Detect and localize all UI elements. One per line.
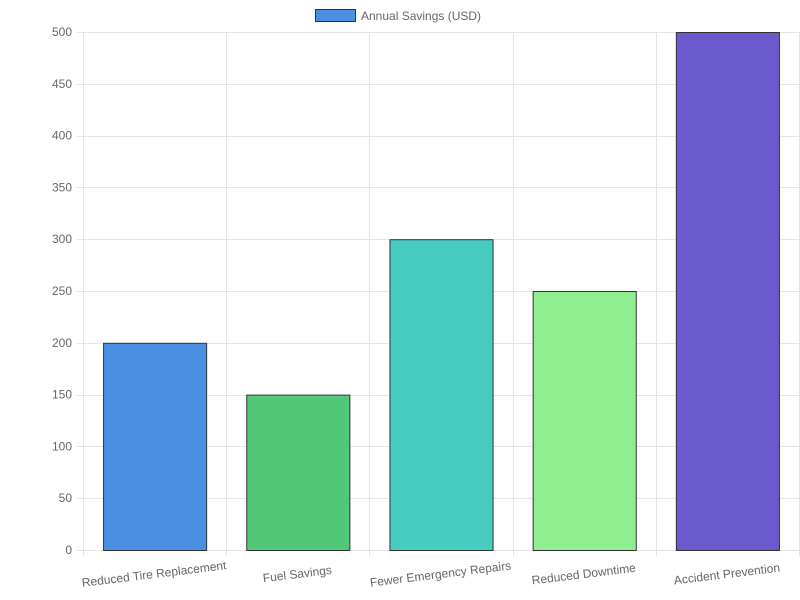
- y-tick-label: 450: [52, 77, 72, 91]
- x-tick-label: Fewer Emergency Repairs: [369, 558, 512, 589]
- legend[interactable]: Annual Savings (USD): [315, 9, 482, 23]
- x-tick-label: Reduced Downtime: [531, 561, 637, 588]
- y-tick-label: 300: [52, 232, 72, 246]
- x-tick-label: Reduced Tire Replacement: [81, 558, 228, 590]
- y-tick-label: 200: [52, 336, 72, 350]
- legend-swatch[interactable]: [315, 9, 356, 22]
- y-tick-label: 250: [52, 284, 72, 298]
- bar[interactable]: [532, 291, 637, 551]
- x-tick-label: Fuel Savings: [262, 563, 333, 585]
- y-tick-label: 350: [52, 180, 72, 194]
- y-tick-label: 500: [52, 25, 72, 39]
- y-tick-label: 100: [52, 439, 72, 453]
- bar[interactable]: [103, 342, 208, 551]
- x-tick-label: Accident Prevention: [673, 561, 781, 588]
- bar[interactable]: [675, 32, 780, 551]
- x-axis: Reduced Tire Replacement Fuel Savings Fewe…: [81, 558, 781, 590]
- y-tick-label: 400: [52, 129, 72, 143]
- y-tick-label: 50: [59, 491, 73, 505]
- bar[interactable]: [389, 239, 494, 551]
- y-tick-label: 150: [52, 388, 72, 402]
- y-axis: 0 50 100 150 200 250 300 350 400 450 500: [52, 25, 72, 557]
- legend-label[interactable]: Annual Savings (USD): [361, 9, 481, 23]
- bar[interactable]: [246, 394, 351, 551]
- bars: [103, 32, 780, 551]
- y-tick-label: 0: [65, 543, 72, 557]
